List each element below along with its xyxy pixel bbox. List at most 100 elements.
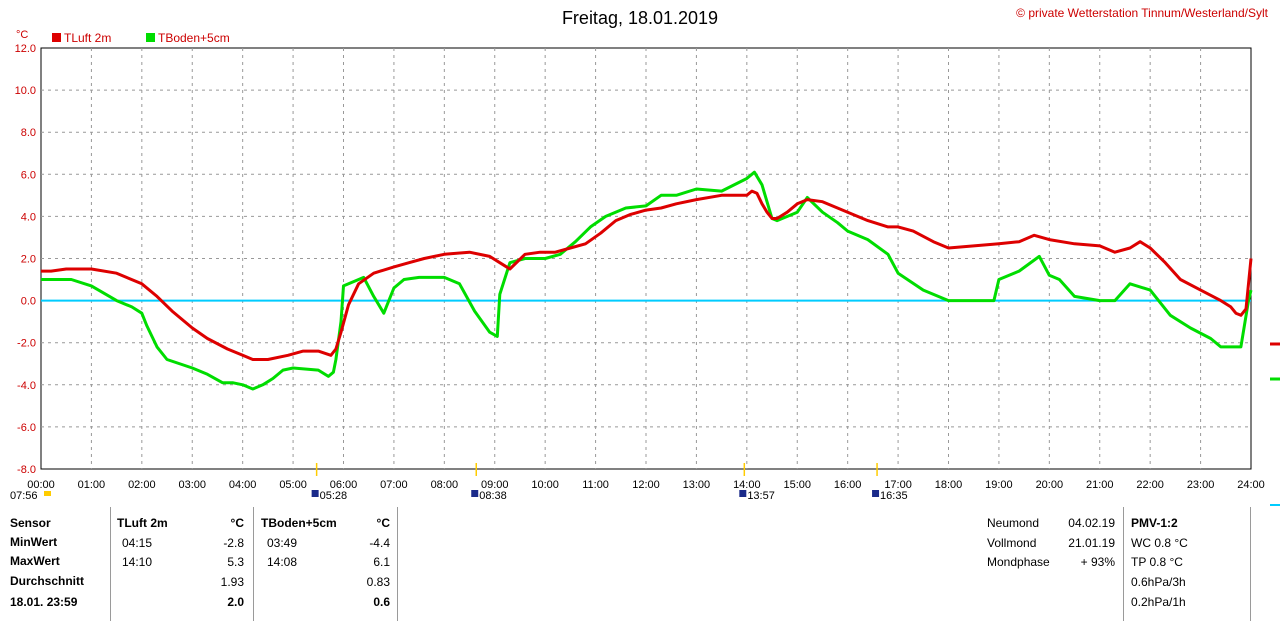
- event-time-label: 13:57: [747, 490, 775, 502]
- moon-new-date: 04.02.19: [1068, 516, 1115, 530]
- series-line-tboden: [41, 170, 1253, 391]
- chart-title: Freitag, 18.01.2019: [562, 8, 718, 28]
- tluft-title: TLuft 2m: [117, 516, 168, 530]
- stats-panel: Sensor MinWert MaxWert Durchschnitt 18.0…: [0, 507, 1251, 621]
- tluft-max-value: 5.3: [227, 555, 244, 569]
- x-tick-label: 13:00: [683, 479, 711, 491]
- x-tick-label: 12:00: [632, 479, 660, 491]
- label-max: MaxWert: [10, 554, 60, 568]
- tboden-min-time: 03:49: [267, 536, 298, 550]
- y-tick-label: -8.0: [17, 464, 36, 476]
- x-tick-label: 24:00: [1237, 479, 1265, 491]
- pmv-windchill: WC 0.8 °C: [1131, 536, 1188, 550]
- x-tick-label: 08:00: [431, 479, 459, 491]
- x-tick-label: 03:00: [178, 479, 206, 491]
- series-line-tluft: [41, 189, 1253, 361]
- y-tick-label: -4.0: [17, 380, 36, 392]
- x-tick-label: 16:00: [834, 479, 862, 491]
- moon-icon: [739, 490, 747, 497]
- tboden-unit: °C: [376, 516, 390, 530]
- label-now: 18.01. 23:59: [10, 595, 78, 609]
- y-axis: 12.0 10.0 8.0 6.0 4.0 2.0 0.0 -2.0 -4.0 -6.0 -8.0: [15, 43, 36, 476]
- divider: [397, 507, 398, 621]
- x-tick-label: 04:00: [229, 479, 257, 491]
- moon-new-label: Neumond: [987, 516, 1040, 530]
- y-tick-label: 12.0: [15, 43, 36, 55]
- x-tick-label: 20:00: [1036, 479, 1064, 491]
- y-tick-label: 8.0: [21, 127, 36, 139]
- pmv-title: PMV-1:2: [1131, 516, 1178, 530]
- y-tick-label: 2.0: [21, 254, 36, 266]
- event-time-label: 08:38: [479, 490, 507, 502]
- tboden-current: 0.6: [373, 595, 390, 609]
- x-tick-label: 00:00: [27, 479, 55, 491]
- moon-full-label: Vollmond: [987, 536, 1037, 550]
- moon-phase-label: Mondphase: [987, 555, 1050, 569]
- tboden-max-time: 14:08: [267, 555, 298, 569]
- y-tick-label: -6.0: [17, 422, 36, 434]
- x-tick-label: 06:00: [330, 479, 358, 491]
- y-tick-label: 4.0: [21, 211, 36, 223]
- moon-full-date: 21.01.19: [1068, 536, 1115, 550]
- x-tick-label: 17:00: [884, 479, 912, 491]
- legend: TLuft 2m TBoden+5cm: [52, 31, 230, 45]
- x-tick-label: 07:00: [380, 479, 408, 491]
- y-tick-label: 6.0: [21, 169, 36, 181]
- x-tick-label: 15:00: [783, 479, 811, 491]
- pmv-dewpoint: TP 0.8 °C: [1131, 555, 1183, 569]
- x-tick-label: 09:00: [481, 479, 509, 491]
- sunrise-icon: [44, 491, 51, 496]
- legend-swatch-tluft: [52, 33, 61, 42]
- moon-icon: [872, 490, 880, 497]
- sunrise-time: 07:56: [10, 490, 38, 502]
- label-avg: Durchschnitt: [10, 574, 85, 588]
- divider: [110, 507, 111, 621]
- x-tick-label: 18:00: [935, 479, 963, 491]
- moon-icon: [471, 490, 479, 497]
- x-tick-label: 22:00: [1136, 479, 1164, 491]
- series-layer: [41, 170, 1253, 391]
- y-tick-label: 10.0: [15, 85, 36, 97]
- x-tick-label: 02:00: [128, 479, 156, 491]
- tboden-title: TBoden+5cm: [261, 516, 337, 530]
- pmv-pressure-3h: 0.6hPa/3h: [1131, 575, 1186, 589]
- x-tick-label: 01:00: [78, 479, 106, 491]
- x-tick-label: 23:00: [1187, 479, 1215, 491]
- x-tick-label: 10:00: [531, 479, 559, 491]
- tluft-unit: °C: [230, 516, 244, 530]
- tboden-max-value: 6.1: [373, 555, 390, 569]
- grid: [41, 48, 1251, 469]
- pmv-pressure-1h: 0.2hPa/1h: [1131, 595, 1186, 609]
- x-tick-label: 05:00: [279, 479, 307, 491]
- moon-icon: [311, 490, 319, 497]
- label-sensor: Sensor: [10, 516, 51, 530]
- divider: [1123, 507, 1124, 621]
- y-tick-label: 0.0: [21, 296, 36, 308]
- tluft-max-time: 14:10: [122, 555, 153, 569]
- label-min: MinWert: [10, 535, 58, 549]
- tluft-min-value: -2.8: [223, 536, 244, 550]
- tluft-average: 1.93: [220, 575, 244, 589]
- copyright-text: © private Wetterstation Tinnum/Westerlan…: [1016, 6, 1269, 20]
- tluft-current: 2.0: [227, 595, 244, 609]
- divider: [253, 507, 254, 621]
- y-tick-label: -2.0: [17, 338, 36, 350]
- event-time-label: 05:28: [320, 490, 348, 502]
- event-time-label: 16:35: [880, 490, 908, 502]
- legend-swatch-tboden: [146, 33, 155, 42]
- x-tick-label: 14:00: [733, 479, 761, 491]
- tluft-min-time: 04:15: [122, 536, 153, 550]
- sun-moon-events: 05:28 08:38 13:57 16:35: [311, 463, 908, 502]
- divider: [1250, 507, 1251, 621]
- y-axis-unit: °C: [16, 29, 28, 41]
- x-tick-label: 19:00: [985, 479, 1013, 491]
- x-tick-label: 21:00: [1086, 479, 1114, 491]
- tboden-min-value: -4.4: [369, 536, 390, 550]
- legend-label-tboden: TBoden+5cm: [158, 31, 230, 45]
- right-edge-markers: [1270, 342, 1280, 506]
- legend-label-tluft: TLuft 2m: [64, 31, 111, 45]
- x-axis: 00:00 01:00 02:00 03:00 04:00 05:00 06:00 07:00…: [27, 479, 1265, 491]
- moon-phase-value: + 93%: [1080, 555, 1115, 569]
- tboden-average: 0.83: [366, 575, 390, 589]
